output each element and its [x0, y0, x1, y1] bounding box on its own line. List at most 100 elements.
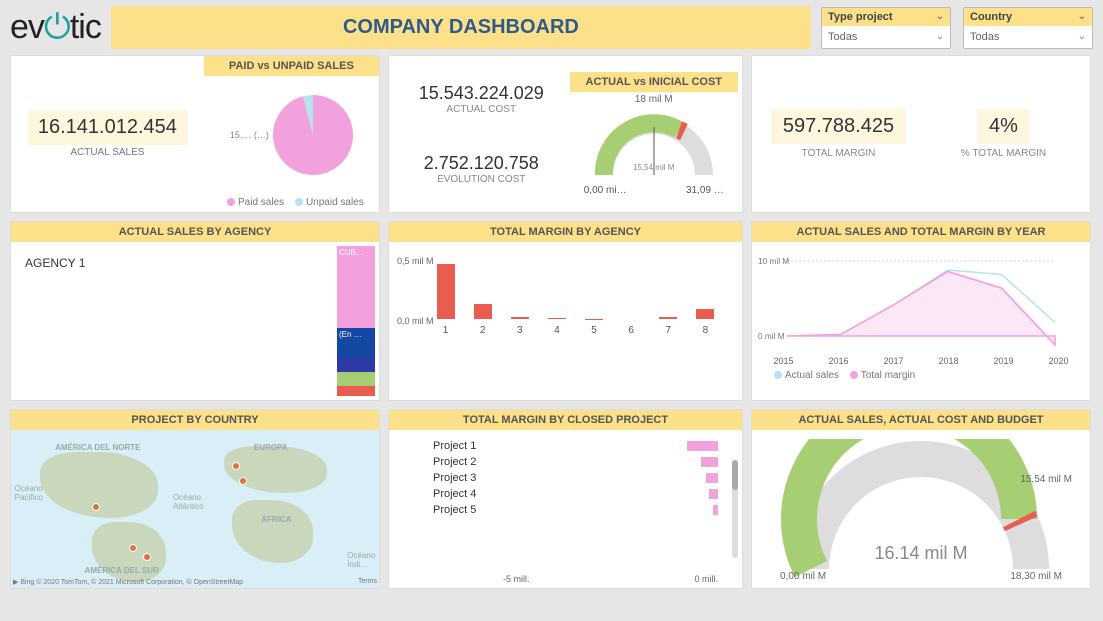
map-label: AMÉRICA DEL SUR: [85, 566, 159, 575]
bar[interactable]: [548, 318, 566, 319]
bar[interactable]: [659, 317, 677, 319]
bar[interactable]: [696, 309, 714, 319]
chevron-down-icon: ⌄: [1078, 31, 1086, 42]
chevron-down-icon: ⌄: [936, 11, 944, 22]
map-terms-link[interactable]: Terms: [358, 578, 377, 586]
bar-x-label: 1: [443, 325, 449, 336]
kpi-total-margin: 597.788.425: [771, 109, 906, 144]
chevron-down-icon: ⌄: [1078, 11, 1086, 22]
filter-type-project[interactable]: Type project ⌄ Todas ⌄: [821, 7, 951, 49]
treemap-cell[interactable]: [337, 372, 375, 385]
map-credits: ▶ Bing © 2020 TomTom, © 2021 Microsoft C…: [13, 578, 243, 586]
agency-label: AGENCY 1: [15, 246, 95, 396]
hbar-row[interactable]: Project 3: [433, 472, 718, 484]
treemap-cell[interactable]: [337, 358, 375, 372]
gauge-center-label: 15,54 mil M: [633, 163, 674, 172]
chart-title: TOTAL MARGIN BY AGENCY: [389, 222, 742, 242]
treemap: CUB…(En …: [337, 246, 375, 396]
map-label: AMÉRICA DEL NORTE: [55, 443, 140, 452]
kpi-label: EVOLUTION COST: [397, 174, 566, 185]
hbar-label: Project 5: [433, 504, 503, 516]
card-sales-by-agency: ACTUAL SALES BY AGENCY AGENCY 1 CUB…(En …: [10, 221, 380, 401]
hbar-label: Project 1: [433, 440, 503, 452]
kpi-pct-margin: 4%: [977, 109, 1030, 144]
hbar-row[interactable]: Project 1: [433, 440, 718, 452]
kpi-actual-cost: 15.543.224.029: [397, 83, 566, 104]
card-cost: 15.543.224.029 ACTUAL COST 2.752.120.758…: [388, 55, 743, 213]
logo: ev⏻tic: [10, 8, 101, 47]
scrollbar[interactable]: [732, 460, 738, 558]
gauge-max: 31,09 …: [686, 185, 724, 196]
bar-x-label: 7: [666, 325, 672, 336]
chart-title: TOTAL MARGIN BY CLOSED PROJECT: [389, 410, 742, 430]
filter-label: Country: [970, 11, 1012, 23]
card-project-by-country: PROJECT BY COUNTRY AMÉRICA DEL NORTE EUR…: [10, 409, 380, 589]
card-margin-by-agency: TOTAL MARGIN BY AGENCY 0,5 mil M 0,0 mil…: [388, 221, 743, 401]
x-tick: -5 mill.: [503, 574, 530, 584]
gauge-center-label: 16.14 mil M: [874, 543, 967, 564]
hbar-label: Project 2: [433, 456, 503, 468]
map-label: Océano Pacífico: [15, 484, 43, 502]
chart-title: ACTUAL SALES AND TOTAL MARGIN BY YEAR: [752, 222, 1090, 242]
hbar-row[interactable]: Project 2: [433, 456, 718, 468]
map-marker[interactable]: [129, 544, 137, 552]
page-title: COMPANY DASHBOARD: [111, 6, 811, 49]
bar[interactable]: [511, 317, 529, 319]
x-tick: 0 mill.: [694, 574, 718, 584]
gauge-min: 0,00 mi…: [584, 185, 627, 196]
pie-inner-label: 15,… (…): [230, 130, 269, 140]
chart-title: PAID vs UNPAID SALES: [204, 56, 379, 76]
svg-text:0 mil M: 0 mil M: [758, 332, 785, 341]
gauge-top-label: 18 mil M: [635, 94, 673, 105]
map-label: Océano Índi…: [347, 551, 375, 569]
map-label: EUROPA: [254, 443, 288, 452]
filter-value: Todas: [828, 31, 857, 43]
area-chart: 10 mil M 0 mil M: [756, 246, 1086, 356]
legend: Paid sales Unpaid sales: [204, 193, 379, 212]
chart-title: ACTUAL SALES, ACTUAL COST AND BUDGET: [752, 410, 1090, 430]
pie-chart: [273, 95, 353, 175]
bar[interactable]: [437, 264, 455, 319]
map-label: ÁFRICA: [261, 515, 291, 524]
hbar-row[interactable]: Project 5: [433, 504, 718, 516]
gauge-max: 18,30 mil M: [1010, 571, 1062, 582]
bar-x-label: 4: [554, 325, 560, 336]
kpi-label: ACTUAL SALES: [70, 147, 144, 158]
bar-chart: 12345678: [393, 246, 738, 336]
hbar-row[interactable]: Project 4: [433, 488, 718, 500]
chevron-down-icon: ⌄: [936, 31, 944, 42]
kpi-label: TOTAL MARGIN: [802, 148, 876, 159]
bar-x-label: 8: [703, 325, 709, 336]
treemap-cell[interactable]: [337, 386, 375, 397]
chart-title: PROJECT BY COUNTRY: [11, 410, 379, 430]
hbar-label: Project 4: [433, 488, 503, 500]
treemap-cell[interactable]: CUB…: [337, 246, 375, 328]
gauge-small: [584, 105, 724, 185]
map-marker[interactable]: [92, 503, 100, 511]
bar-x-label: 3: [517, 325, 523, 336]
filter-label: Type project: [828, 11, 893, 23]
chart-title: ACTUAL SALES BY AGENCY: [11, 222, 379, 242]
svg-text:10 mil M: 10 mil M: [758, 257, 789, 266]
card-margin: 597.788.425 TOTAL MARGIN 4% % TOTAL MARG…: [751, 55, 1091, 213]
kpi-label: % TOTAL MARGIN: [961, 148, 1046, 159]
map-marker[interactable]: [232, 462, 240, 470]
gauge-min: 0,00 mil M: [780, 571, 826, 582]
bar[interactable]: [585, 319, 603, 320]
legend: Actual sales Total margin: [756, 366, 1086, 385]
filter-country[interactable]: Country⌄ Todas⌄: [963, 7, 1093, 49]
gauge-marker-label: 15,54 mil M: [1020, 474, 1072, 485]
map[interactable]: AMÉRICA DEL NORTE EUROPA AMÉRICA DEL SUR…: [11, 430, 379, 588]
kpi-evolution-cost: 2.752.120.758: [397, 153, 566, 174]
chart-title: ACTUAL vs INICIAL COST: [570, 72, 739, 92]
treemap-cell[interactable]: (En …: [337, 328, 375, 358]
card-big-gauge: ACTUAL SALES, ACTUAL COST AND BUDGET 0,0…: [751, 409, 1091, 589]
kpi-label: ACTUAL COST: [397, 104, 566, 115]
bar-x-label: 2: [480, 325, 486, 336]
hbar-chart: Project 1 Project 2 Project 3 Project 4 Proj…: [393, 434, 738, 568]
map-label: Océano Atlántico: [173, 493, 204, 511]
card-margin-closed: TOTAL MARGIN BY CLOSED PROJECT Project 1…: [388, 409, 743, 589]
bar[interactable]: [474, 304, 492, 319]
hbar-label: Project 3: [433, 472, 503, 484]
card-paid-vs-unpaid: 16.141.012.454 ACTUAL SALES PAID vs UNPA…: [10, 55, 380, 213]
